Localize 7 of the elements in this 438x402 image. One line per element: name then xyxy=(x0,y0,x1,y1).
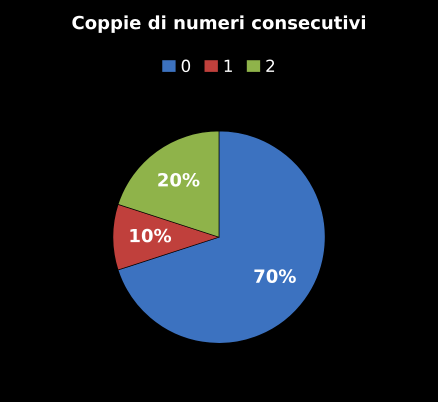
legend-label: 2 xyxy=(266,60,274,72)
legend-label: 1 xyxy=(224,60,232,72)
legend-label: 0 xyxy=(182,60,190,72)
data-label: 70% xyxy=(254,269,296,283)
data-label: 20% xyxy=(158,172,200,187)
chart-title: Coppie di numeri consecutivi xyxy=(72,15,366,33)
data-label: 10% xyxy=(130,228,172,242)
